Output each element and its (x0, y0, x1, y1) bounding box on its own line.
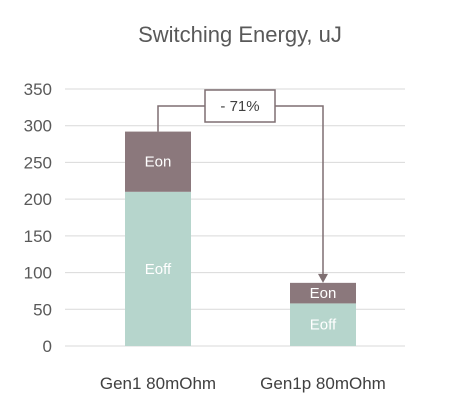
y-tick-label: 350 (24, 80, 52, 99)
callout-label: - 71% (220, 98, 259, 115)
bar-eon-2 (290, 282, 356, 304)
y-tick-label: 50 (33, 300, 52, 319)
segment-label-eoff: Eoff (145, 261, 172, 278)
reduction-callout: - 71% (157, 89, 328, 283)
callout-box (204, 89, 276, 123)
bar-eoff-2 (290, 303, 356, 346)
callout-arrowhead (318, 273, 328, 283)
y-tick-label: 250 (24, 153, 52, 172)
gridlines (65, 88, 405, 347)
chart-title: Switching Energy, uJ (138, 22, 342, 47)
bars: Eoff Eon Eoff Eon (125, 131, 356, 346)
segment-label-eon: Eon (145, 154, 172, 171)
y-tick-label: 200 (24, 190, 52, 209)
y-tick-label: 150 (24, 227, 52, 246)
segment-label-eoff: Eoff (310, 317, 337, 334)
segment-label-eon: Eon (310, 285, 337, 302)
y-tick-label: 0 (43, 337, 52, 356)
category-label: Gen1p 80mOhm (260, 374, 386, 393)
category-label: Gen1 80mOhm (100, 374, 216, 393)
y-axis-ticks: 0 50 100 150 200 250 300 350 (24, 80, 52, 356)
bar-eon-1 (125, 131, 191, 192)
x-axis-categories: Gen1 80mOhm Gen1p 80mOhm (100, 374, 386, 393)
y-tick-label: 300 (24, 117, 52, 136)
bar-eoff-1 (125, 191, 191, 346)
y-tick-label: 100 (24, 264, 52, 283)
